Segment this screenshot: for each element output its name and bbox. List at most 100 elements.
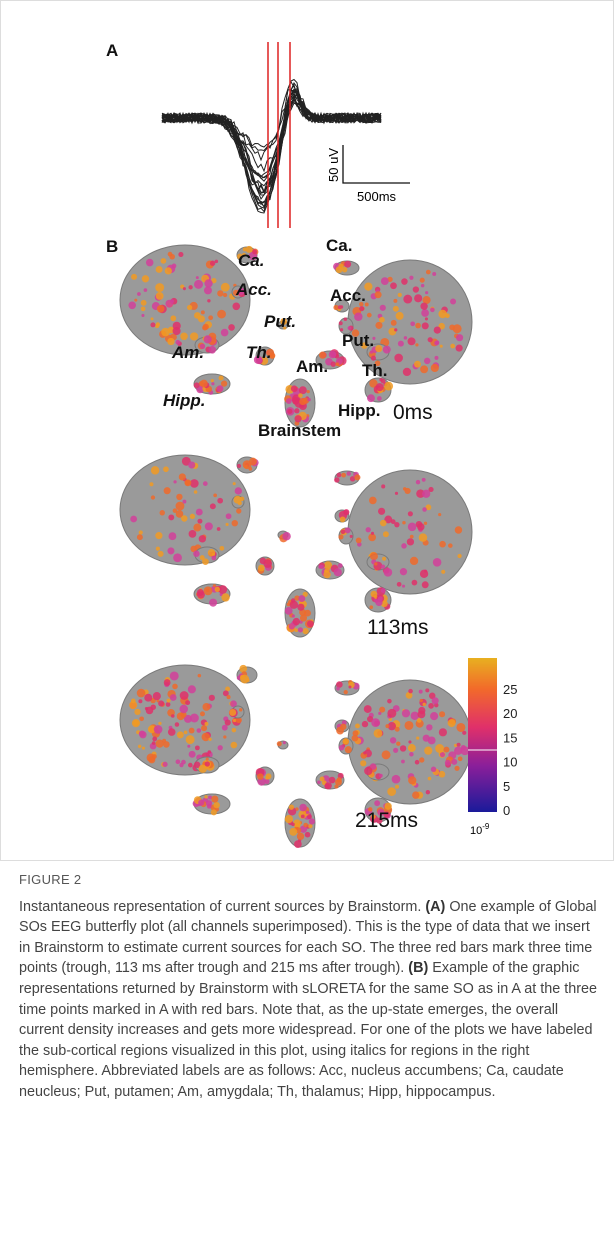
region-label: Acc.	[330, 286, 366, 305]
activation-spot	[291, 598, 295, 602]
activation-spot	[318, 565, 322, 569]
activation-spot	[211, 382, 214, 385]
activation-spot	[339, 321, 343, 325]
activation-spot	[139, 730, 145, 736]
activation-spot	[345, 527, 351, 533]
colorbar-tick-label: 15	[503, 730, 517, 745]
activation-spot	[237, 464, 241, 468]
activation-spot	[457, 554, 461, 558]
activation-spot	[181, 515, 187, 521]
activation-spot	[181, 760, 186, 765]
activation-spot	[130, 516, 137, 523]
activation-spot	[424, 358, 430, 364]
activation-spot	[345, 746, 352, 753]
activation-spot	[155, 283, 164, 292]
caption-part: Instantaneous representation of current …	[19, 899, 425, 915]
page: {"figure": { "panel_a": {"label": "A", "…	[0, 0, 614, 1241]
activation-spot	[393, 306, 399, 312]
activation-spot	[209, 695, 215, 701]
activation-spot	[438, 513, 441, 516]
region-label: Acc.	[235, 280, 272, 299]
activation-spot	[381, 484, 385, 488]
activation-spot	[203, 324, 209, 330]
activation-spot	[307, 620, 314, 627]
activation-spot	[422, 507, 427, 512]
activation-spot	[400, 568, 407, 575]
activation-spot	[418, 707, 425, 714]
activation-spot	[454, 766, 459, 771]
activation-spot	[232, 302, 240, 310]
activation-spot	[289, 804, 294, 809]
activation-spot	[155, 532, 162, 539]
activation-spot	[455, 526, 462, 533]
activation-spot	[375, 291, 382, 298]
activation-spot	[180, 691, 189, 700]
activation-spot	[419, 533, 427, 541]
activation-spot	[413, 286, 419, 292]
activation-spot	[141, 314, 144, 317]
activation-spot	[410, 321, 415, 326]
activation-spot	[364, 705, 372, 713]
activation-spot	[341, 530, 346, 535]
activation-spot	[158, 722, 161, 725]
activation-spot	[378, 712, 381, 715]
activation-spot	[374, 729, 383, 738]
exponent-power: -9	[482, 822, 490, 831]
activation-spot	[432, 697, 439, 704]
activation-spot	[219, 375, 224, 380]
activation-spot	[371, 532, 374, 535]
activation-spot	[371, 356, 376, 361]
activation-spot	[379, 774, 383, 778]
activation-spot	[420, 699, 423, 702]
activation-spot	[151, 495, 155, 499]
activation-spot	[401, 543, 406, 548]
activation-spot	[160, 510, 165, 515]
activation-spot	[363, 751, 366, 754]
activation-spot	[395, 727, 400, 732]
activation-spot	[456, 723, 465, 732]
region-label: Put.	[264, 312, 296, 331]
activation-spot	[394, 354, 403, 363]
activation-spot	[204, 722, 208, 726]
activation-spot	[382, 557, 386, 561]
activation-spot	[408, 776, 416, 784]
colorbar-exponent: 10-9	[470, 822, 490, 837]
activation-spot	[423, 735, 430, 742]
activation-spot	[180, 333, 187, 340]
colorbar-tick-label: 25	[503, 682, 517, 697]
activation-spot	[189, 728, 195, 734]
activation-spot	[335, 779, 342, 786]
activation-spot	[200, 555, 205, 560]
activation-spot	[236, 508, 241, 513]
activation-spot	[335, 362, 339, 366]
activation-spot	[208, 750, 211, 753]
activation-spot	[375, 322, 382, 329]
activation-spot	[150, 704, 155, 709]
activation-spot	[141, 306, 146, 311]
activation-spot	[299, 398, 306, 405]
activation-spot	[428, 337, 433, 342]
activation-spot	[158, 551, 164, 557]
activation-spot	[134, 299, 137, 302]
activation-spot	[451, 759, 457, 765]
activation-spot	[153, 692, 161, 700]
activation-spot	[211, 379, 214, 382]
activation-spot	[439, 711, 445, 717]
activation-spot	[380, 520, 387, 527]
activation-spot	[282, 532, 290, 540]
activation-spot	[168, 252, 173, 257]
colorbar-tick-label: 20	[503, 706, 517, 721]
activation-spot	[200, 711, 205, 716]
activation-spot	[137, 292, 141, 296]
activation-spot	[221, 593, 229, 601]
activation-spot	[421, 309, 429, 317]
activation-spot	[168, 514, 174, 520]
activation-spot	[138, 745, 141, 748]
activation-spot	[189, 530, 197, 538]
activation-spot	[359, 306, 364, 311]
activation-spot	[187, 745, 190, 748]
activation-spot	[137, 534, 143, 540]
activation-spot	[401, 760, 405, 764]
activation-spot	[186, 735, 195, 744]
brain-renderings	[120, 245, 472, 848]
